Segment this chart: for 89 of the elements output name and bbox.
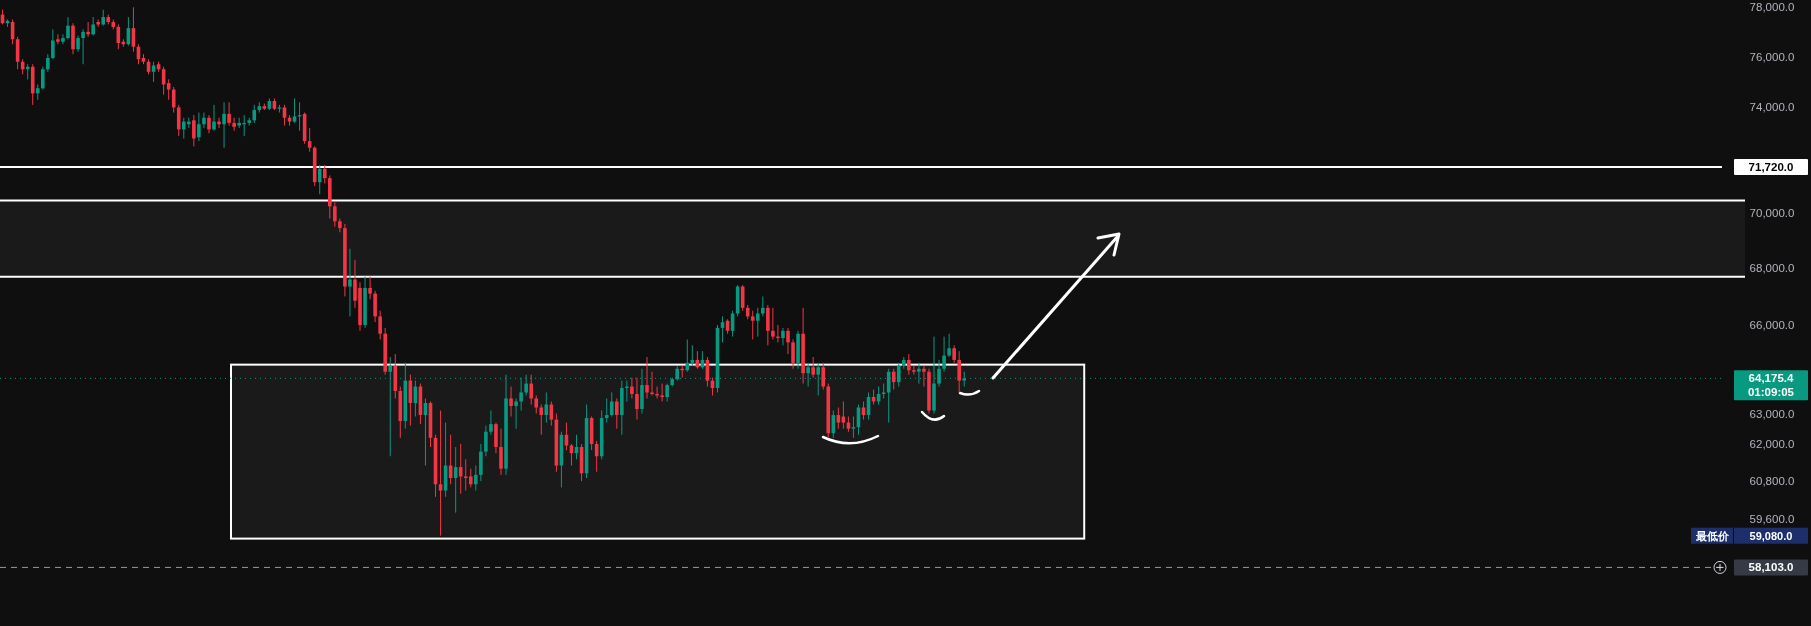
ref-line-label: 64,175.4 [1748,372,1794,385]
candlestick [91,16,95,37]
candlestick [509,386,513,418]
candlestick [514,397,518,430]
candlestick [373,290,377,323]
candlestick [519,377,523,411]
candlestick [615,397,619,430]
candlestick [494,422,498,454]
candlestick [609,392,614,418]
ref-line-label: 58,103.0 [1748,561,1794,574]
candlestick [499,428,503,476]
candlestick [771,307,775,340]
ref-line-label: 71,720.0 [1748,160,1794,173]
candlestick [484,425,488,457]
candlestick [252,104,257,124]
candlestick [458,443,463,495]
candlestick [922,365,926,388]
candlestick [912,365,916,376]
candlestick [81,28,85,65]
candlestick [41,66,45,91]
candlestick [232,117,236,132]
y-tick-label: 76,000.0 [1749,50,1795,63]
candlestick [71,22,75,55]
candlestick [489,410,493,436]
y-tick-label: 78,000.0 [1749,1,1795,14]
y-tick-label: 70,000.0 [1749,207,1795,220]
candlestick [529,374,533,405]
candlestick [539,403,544,436]
candlestick [66,16,70,40]
candlestick [474,465,478,492]
candlestick [630,377,634,399]
candlestick [635,377,639,421]
candlestick [786,327,790,355]
candlestick [534,394,539,415]
candlestick [222,101,226,149]
annotation: 最低价 [1694,529,1730,542]
candlestick [650,371,654,396]
candlestick [645,356,649,399]
y-tick-label: 62,000.0 [1749,437,1795,450]
candlestick [388,356,393,457]
candlestick [791,339,795,370]
candlestick [348,248,352,317]
candlestick [750,310,755,340]
candlestick [197,112,201,142]
y-tick-label: 60,800.0 [1749,475,1795,488]
text: 01:09:05 [1747,386,1795,399]
candlestick [56,33,60,45]
candlestick [51,28,55,60]
candlestick [947,333,951,358]
candlestick [192,114,196,147]
candlestick [755,307,760,338]
candlestick [479,443,483,482]
candlestick [891,368,896,391]
candlestick [685,339,690,373]
y-tick-label: 68,000.0 [1749,262,1795,275]
candlestick [896,362,901,388]
candlestick [957,350,961,393]
candlestick [821,362,826,391]
candlestick [322,164,327,184]
candlestick [851,416,856,439]
candlestick [292,97,297,124]
candlestick [333,201,337,228]
candlestick [227,101,231,127]
candlestick [212,104,216,132]
candlestick [766,304,770,346]
candlestick [942,336,946,373]
candlestick [207,114,211,134]
candlestick [151,61,156,83]
candlestick [61,33,65,45]
candlestick [907,353,911,376]
candlestick [438,410,443,537]
candlestick [166,78,171,101]
candlestick [604,397,609,424]
candlestick [317,164,322,195]
candlestick [660,383,664,402]
candlestick [781,327,785,346]
candlestick [761,295,765,317]
candlestick [468,468,473,488]
y-tick-label: 59,600.0 [1749,513,1795,526]
candlestick [176,104,181,137]
candlestick [171,86,176,114]
y-tick-label: 66,000.0 [1749,319,1795,332]
candlestick [368,276,372,300]
y-tick-label: 63,000.0 [1749,407,1795,420]
y-tick-label: 74,000.0 [1749,101,1795,114]
candlestick [378,310,382,340]
text: 59,080.0 [1749,529,1793,542]
candlestick [202,112,206,129]
candlestick [811,356,815,379]
